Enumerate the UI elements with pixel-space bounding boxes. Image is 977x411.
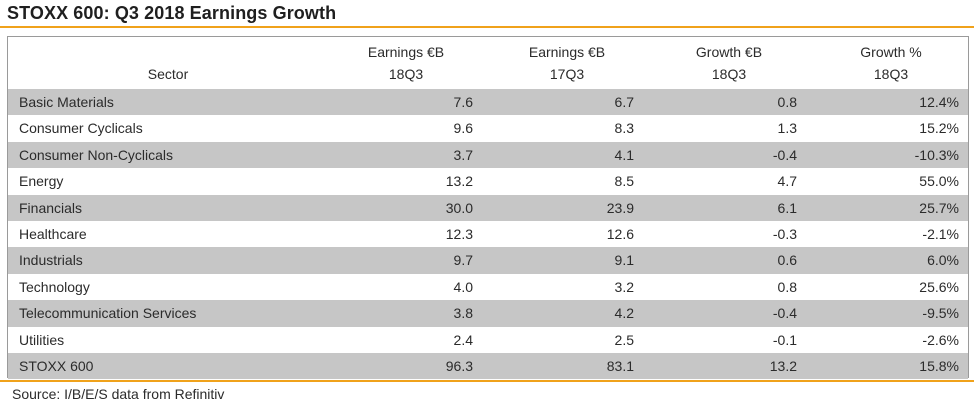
cell-growth-pct: 12.4% <box>919 94 959 110</box>
table-row: Basic Materials 7.6 6.7 0.8 12.4% <box>8 89 968 116</box>
cell-growth-eur: 0.6 <box>777 252 797 269</box>
cell-growth-pct: -2.6% <box>922 331 959 348</box>
cell-sector: Consumer Non-Cyclicals <box>19 146 174 163</box>
cell-growth-eur: 0.8 <box>777 94 797 110</box>
cell-growth-eur: 1.3 <box>777 120 797 137</box>
table-row: Healthcare 12.3 12.6 -0.3 -2.1% <box>8 221 968 247</box>
header-growth-eur-line2: 18Q3 <box>711 66 747 82</box>
table-row: Financials 30.0 23.9 6.1 25.7% <box>8 194 968 221</box>
header-growth-pct-line2: 18Q3 <box>873 66 909 82</box>
cell-growth-eur: -0.1 <box>772 331 797 348</box>
cell-earnings-17q3: 9.1 <box>614 252 634 269</box>
cell-earnings-18q3: 7.6 <box>453 94 473 110</box>
table-total-row: STOXX 600 96.3 83.1 13.2 15.8% <box>8 352 968 380</box>
cell-growth-pct: 25.6% <box>919 278 959 295</box>
header-earnings-17q3-line2: 17Q3 <box>549 66 585 82</box>
cell-earnings-17q3: 3.2 <box>614 278 634 295</box>
cell-earnings-18q3: 4.0 <box>453 278 473 295</box>
bottom-accent-rule <box>0 380 974 382</box>
cell-earnings-17q3: 12.6 <box>606 225 634 242</box>
table-row: Utilities 2.4 2.5 -0.1 -2.6% <box>8 327 968 353</box>
cell-earnings-17q3: 23.9 <box>606 199 634 216</box>
table-row: Technology 4.0 3.2 0.8 25.6% <box>8 274 968 300</box>
cell-earnings-17q3: 8.5 <box>614 173 634 190</box>
header-earnings-17q3-line1: Earnings €B <box>528 44 606 60</box>
cell-growth-pct: 15.8% <box>919 357 959 374</box>
table-row: Telecommunication Services 3.8 4.2 -0.4 … <box>8 300 968 327</box>
cell-growth-eur: 0.8 <box>777 278 797 295</box>
cell-sector: STOXX 600 <box>19 357 94 374</box>
cell-earnings-17q3: 6.7 <box>614 94 634 110</box>
header-sector: Sector <box>118 63 218 85</box>
cell-earnings-18q3: 3.7 <box>453 146 473 163</box>
cell-sector: Healthcare <box>19 225 87 242</box>
cell-growth-eur: 13.2 <box>769 357 797 374</box>
cell-earnings-18q3: 9.7 <box>453 252 473 269</box>
header-growth-eur: Growth €B 18Q3 <box>669 41 789 85</box>
header-growth-pct-line1: Growth % <box>860 44 922 60</box>
cell-earnings-17q3: 4.1 <box>614 146 634 163</box>
cell-earnings-18q3: 9.6 <box>453 120 473 137</box>
cell-sector: Financials <box>19 199 83 216</box>
header-earnings-18q3-line2: 18Q3 <box>388 66 424 82</box>
cell-growth-pct: -10.3% <box>914 146 959 163</box>
cell-earnings-18q3: 3.8 <box>453 305 473 322</box>
cell-growth-pct: -2.1% <box>922 225 959 242</box>
source-note: Source: I/B/E/S data from Refinitiv <box>12 386 225 402</box>
cell-growth-eur: 4.7 <box>777 173 797 190</box>
cell-sector: Industrials <box>19 252 83 269</box>
cell-growth-pct: 55.0% <box>919 173 959 190</box>
cell-earnings-17q3: 83.1 <box>606 357 634 374</box>
cell-earnings-18q3: 13.2 <box>445 173 473 190</box>
cell-earnings-18q3: 96.3 <box>445 357 473 374</box>
cell-growth-eur: -0.4 <box>772 305 797 322</box>
cell-sector: Utilities <box>19 331 65 348</box>
header-sector-line2: Sector <box>147 66 189 82</box>
cell-earnings-17q3: 8.3 <box>614 120 634 137</box>
header-earnings-18q3: Earnings €B 18Q3 <box>346 41 466 85</box>
cell-growth-eur: 6.1 <box>777 199 797 216</box>
cell-growth-pct: 6.0% <box>927 252 959 269</box>
header-earnings-18q3-line1: Earnings €B <box>367 44 445 60</box>
table-row: Energy 13.2 8.5 4.7 55.0% <box>8 168 968 194</box>
header-growth-pct: Growth % 18Q3 <box>831 41 951 85</box>
chart-title: STOXX 600: Q3 2018 Earnings Growth <box>7 3 337 23</box>
cell-growth-pct: -9.5% <box>922 305 959 322</box>
cell-earnings-17q3: 2.5 <box>614 331 634 348</box>
cell-growth-pct: 15.2% <box>919 120 959 137</box>
earnings-table: Sector Earnings €B 18Q3 Earnings €B 17Q3… <box>7 36 969 380</box>
cell-sector: Energy <box>19 173 64 190</box>
header-growth-eur-line1: Growth €B <box>695 44 763 60</box>
table-row: Consumer Non-Cyclicals 3.7 4.1 -0.4 -10.… <box>8 141 968 169</box>
cell-earnings-18q3: 12.3 <box>445 225 473 242</box>
table-row: Industrials 9.7 9.1 0.6 6.0% <box>8 247 968 274</box>
cell-earnings-17q3: 4.2 <box>614 305 634 322</box>
cell-earnings-18q3: 2.4 <box>453 331 473 348</box>
cell-growth-eur: -0.4 <box>772 146 797 163</box>
table-body: Basic Materials 7.6 6.7 0.8 12.4% Consum… <box>8 89 968 380</box>
cell-sector: Basic Materials <box>19 94 114 110</box>
header-earnings-17q3: Earnings €B 17Q3 <box>507 41 627 85</box>
cell-growth-pct: 25.7% <box>919 199 959 216</box>
table-header: Sector Earnings €B 18Q3 Earnings €B 17Q3… <box>8 37 968 89</box>
top-accent-rule <box>0 26 974 28</box>
cell-growth-eur: -0.3 <box>772 225 797 242</box>
cell-sector: Technology <box>19 278 90 295</box>
table-row: Consumer Cyclicals 9.6 8.3 1.3 15.2% <box>8 115 968 141</box>
cell-earnings-18q3: 30.0 <box>445 199 473 216</box>
cell-sector: Consumer Cyclicals <box>19 120 143 137</box>
cell-sector: Telecommunication Services <box>19 305 197 322</box>
